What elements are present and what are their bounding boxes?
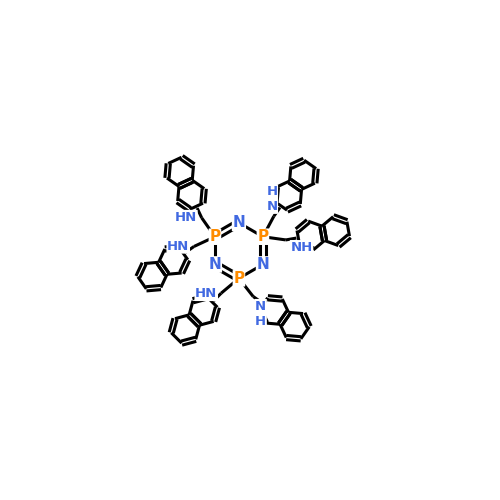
Text: N: N <box>232 216 245 230</box>
Text: N
H: N H <box>255 300 266 328</box>
Text: P: P <box>258 229 268 244</box>
Text: HN: HN <box>195 288 218 300</box>
Text: N: N <box>208 257 222 272</box>
Text: NH: NH <box>290 240 312 254</box>
Text: P: P <box>234 271 244 286</box>
Text: HN: HN <box>175 210 197 224</box>
Text: P: P <box>210 229 220 244</box>
Text: HN: HN <box>167 240 190 253</box>
Text: N: N <box>256 257 270 272</box>
Text: H
N: H N <box>266 185 278 213</box>
